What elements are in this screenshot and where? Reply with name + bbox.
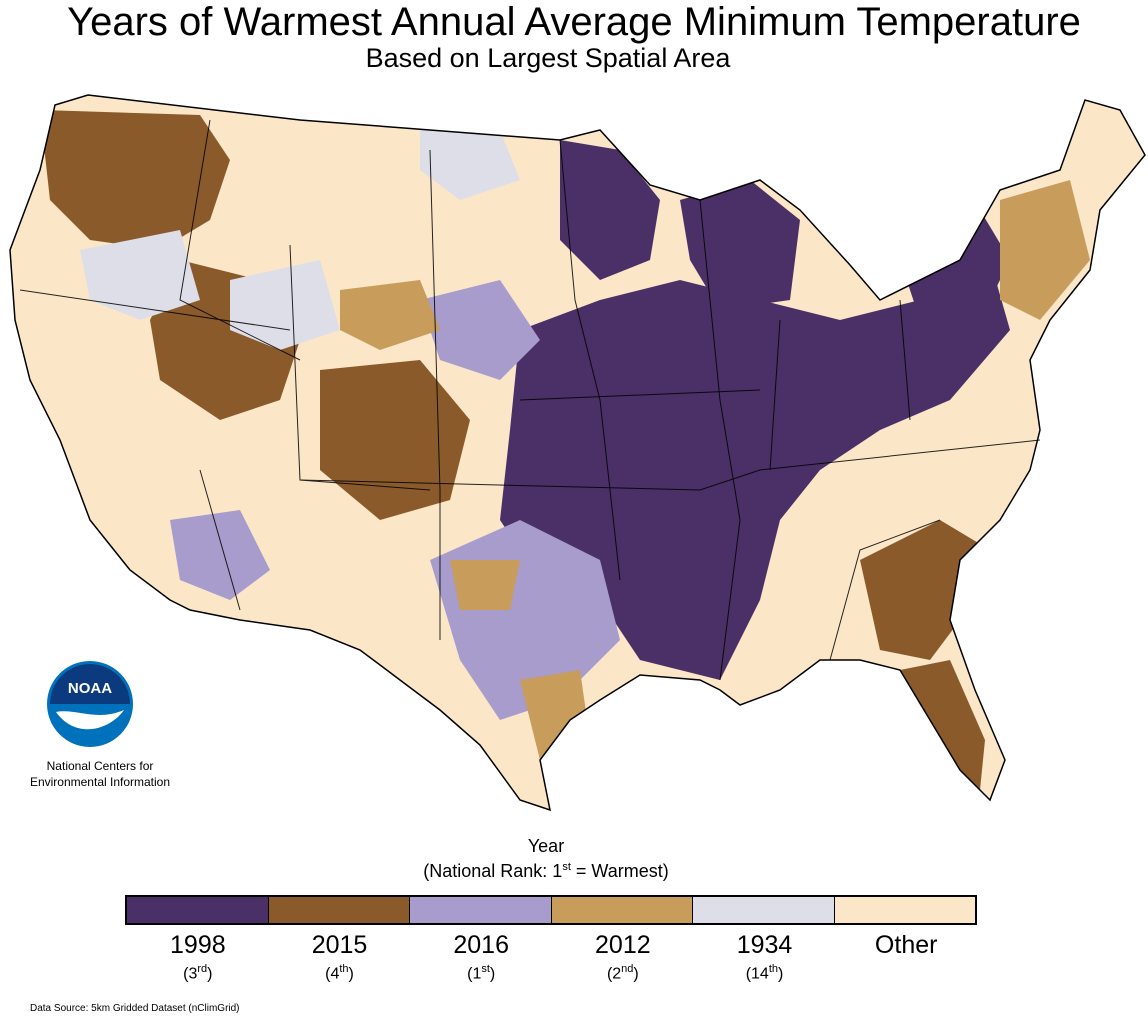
organization-name: National Centers for Environmental Infor… — [20, 758, 180, 790]
legend-color-bar — [125, 895, 977, 925]
legend-swatch-2016 — [410, 897, 552, 923]
legend-swatch-1998 — [127, 897, 269, 923]
legend-rank: (4th) — [325, 963, 354, 983]
legend-labels: 1998 (3rd) 2015 (4th) 2016 (1st) 2012 (2… — [127, 930, 977, 983]
legend-year: 2015 — [311, 931, 368, 959]
data-source: Data Source: 5km Gridded Dataset (nClimG… — [30, 1003, 240, 1014]
noaa-logo-top — [50, 664, 130, 704]
legend-rank: (14th) — [745, 963, 784, 983]
legend-title: Year — [527, 836, 565, 856]
legend-year: 2012 — [595, 931, 651, 959]
organization-line-2: Environmental Information — [29, 775, 171, 789]
legend-rank: (1st) — [467, 963, 496, 983]
legend-swatch-2012 — [551, 897, 693, 923]
legend-rank: (2nd) — [606, 963, 639, 983]
legend-swatch-other — [834, 897, 975, 923]
legend-item-1934: 1934 (14th) — [694, 930, 836, 983]
legend-subtitle-prefix: (National Rank: 1 — [423, 861, 563, 881]
legend-rank: (3rd) — [183, 963, 213, 983]
legend-year: 1934 — [736, 931, 793, 959]
legend-item-2016: 2016 (1st) — [410, 930, 552, 983]
legend-subtitle: (National Rank: 1st = Warmest) — [346, 856, 746, 882]
organization-line-1: National Centers for — [46, 759, 154, 773]
legend-year: 1998 — [170, 931, 226, 959]
legend-item-1998: 1998 (3rd) — [127, 930, 269, 983]
legend-year: Other — [874, 931, 938, 959]
legend-item-2012: 2012 (2nd) — [552, 930, 694, 983]
us-map — [9, 94, 1146, 811]
noaa-logo: NOAA — [47, 661, 133, 747]
legend-year: 2016 — [453, 931, 509, 959]
legend-item-2015: 2015 (4th) — [269, 930, 411, 983]
map-title: Years of Warmest Annual Average Minimum … — [67, 0, 1081, 44]
legend-swatch-2015 — [268, 897, 410, 923]
legend-swatch-1934 — [693, 897, 835, 923]
legend-item-other: Other — [835, 930, 977, 983]
legend-subtitle-suffix: = Warmest) — [570, 861, 669, 881]
map-subtitle: Based on Largest Spatial Area — [365, 43, 731, 73]
legend-subtitle-sup: st — [562, 861, 571, 873]
noaa-logo-bird — [56, 710, 124, 730]
noaa-logo-text: NOAA — [68, 680, 112, 697]
